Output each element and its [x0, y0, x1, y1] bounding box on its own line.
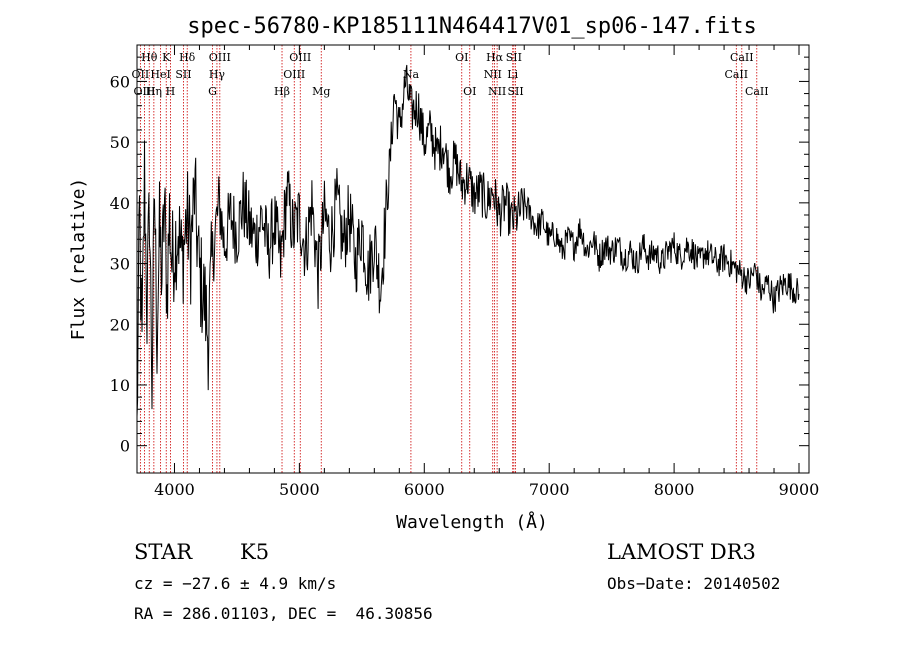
- redshift-readout: cz = −27.6 ± 4.9 km/s: [134, 574, 337, 593]
- flux-line: [136, 64, 800, 417]
- line-label-18: OI: [463, 85, 476, 98]
- line-label-23: SII: [506, 51, 522, 64]
- line-label-19: NII: [484, 68, 502, 81]
- y-tick-label-6: 60: [110, 72, 130, 91]
- line-label-5: K: [162, 51, 171, 64]
- y-tick-label-0: 0: [120, 437, 130, 456]
- line-label-6: H: [166, 85, 176, 98]
- line-label-17: OI: [455, 51, 468, 64]
- line-label-7: SII: [175, 68, 191, 81]
- line-label-27: CaII: [745, 85, 769, 98]
- line-label-0: Hθ: [141, 51, 158, 64]
- line-label-14: OIII: [289, 51, 311, 64]
- x-tick-label-0: 4000: [154, 480, 195, 499]
- line-label-3: Hη: [146, 85, 162, 98]
- line-label-24: SII: [507, 85, 523, 98]
- flux-series: [136, 64, 800, 417]
- plot-frame: [136, 44, 810, 474]
- x-tick-label-5: 9000: [779, 480, 820, 499]
- spectral-line-markers: [139, 45, 758, 473]
- y-tick-label-5: 50: [110, 133, 130, 152]
- line-label-4: HeI: [150, 68, 170, 81]
- line-label-26: CaII: [730, 51, 754, 64]
- y-axis-label: Flux (relative): [68, 178, 89, 341]
- x-axis-ticks: 4000 5000 6000 7000 8000 9000: [154, 45, 819, 499]
- line-label-16: Na: [403, 68, 420, 81]
- y-tick-label-3: 30: [110, 255, 130, 274]
- line-label-9: OIII: [209, 51, 231, 64]
- coordinates: RA = 286.01103, DEC = 46.30856: [134, 604, 433, 623]
- line-label-8: Hδ: [179, 51, 196, 64]
- line-label-21: NII: [488, 85, 506, 98]
- line-label-25: CaII: [724, 68, 748, 81]
- line-label-2: OIII: [133, 85, 155, 98]
- line-label-22: Li: [507, 68, 518, 81]
- x-tick-label-3: 7000: [529, 480, 570, 499]
- line-label-1: OII: [132, 68, 150, 81]
- line-label-13: OIII: [283, 68, 305, 81]
- line-label-11: G: [208, 85, 217, 98]
- y-axis-ticks: 0 10 20 30 40 50 60: [110, 56, 809, 456]
- y-tick-label-1: 10: [110, 376, 130, 395]
- line-label-12: Hβ: [274, 85, 290, 98]
- obs-date: Obs−Date: 20140502: [607, 574, 781, 593]
- line-label-20: Hα: [486, 51, 504, 64]
- y-tick-label-4: 40: [110, 194, 130, 213]
- chart-title: spec-56780-KP185111N464417V01_sp06-147.f…: [187, 14, 757, 39]
- x-axis-label: Wavelength (Å): [396, 511, 548, 533]
- y-tick-label-2: 20: [110, 315, 130, 334]
- x-tick-label-4: 8000: [654, 480, 695, 499]
- line-label-10: Hγ: [209, 68, 226, 81]
- line-label-15: Mg: [312, 85, 330, 98]
- survey-name: LAMOST DR3: [607, 540, 756, 564]
- x-tick-label-1: 5000: [279, 480, 320, 499]
- object-subclass: K5: [240, 540, 270, 564]
- x-tick-label-2: 6000: [404, 480, 445, 499]
- object-class: STAR: [134, 540, 193, 564]
